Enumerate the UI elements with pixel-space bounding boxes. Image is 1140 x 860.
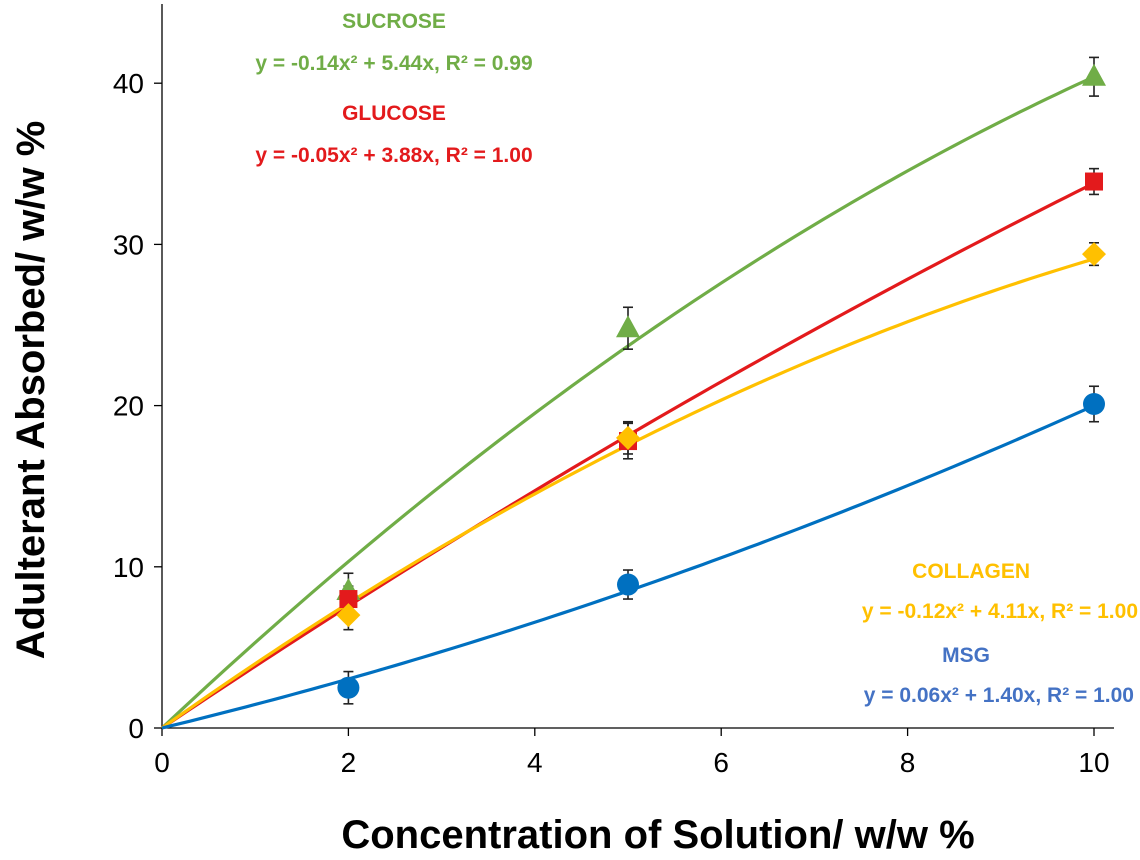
sucrose-equation: y = -0.14x² + 5.44x, R² = 0.99 (255, 52, 532, 75)
y-tick-label: 30 (113, 229, 144, 260)
msg-label: MSG (942, 644, 990, 667)
x-axis-title: Concentration of Solution/ w/w % (341, 813, 974, 857)
msg-point (337, 676, 360, 699)
y-tick-label: 10 (113, 552, 144, 583)
x-tick-label: 4 (527, 747, 543, 778)
sucrose-label: SUCROSE (342, 10, 446, 33)
collagen-equation: y = -0.12x² + 4.11x, R² = 1.00 (862, 600, 1138, 623)
y-tick-label: 20 (113, 391, 144, 422)
msg-point (617, 573, 639, 596)
fit-curves (160, 75, 1095, 730)
msg-equation: y = 0.06x² + 1.40x, R² = 1.00 (864, 684, 1134, 707)
x-tick-label: 2 (341, 747, 357, 778)
x-tick-label: 0 (154, 747, 170, 778)
data-points (336, 63, 1106, 699)
sucrose-fit-curve (160, 75, 1095, 730)
y-tick-label: 40 (113, 68, 144, 99)
collagen-point (616, 425, 640, 450)
x-tick-label: 10 (1078, 747, 1109, 778)
collagen-label: COLLAGEN (912, 560, 1030, 583)
series-annotations: SUCROSE y = -0.14x² + 5.44x, R² = 0.99 GLU… (255, 10, 1138, 707)
sucrose-point (616, 315, 640, 338)
msg-point (1083, 392, 1105, 415)
glucose-point (1085, 172, 1103, 191)
collagen-point (1082, 242, 1106, 267)
glucose-equation: y = -0.05x² + 3.88x, R² = 1.00 (255, 144, 532, 167)
y-axis-title: Adulterant Absorbed/ w/w % (9, 121, 53, 660)
x-tick-label: 8 (900, 747, 916, 778)
sucrose-point (1082, 63, 1106, 86)
collagen-point (336, 603, 361, 628)
glucose-label: GLUCOSE (342, 102, 446, 125)
axes: 0 2 4 6 8 10 0 10 20 30 40 (113, 4, 1114, 778)
y-tick-label: 0 (128, 713, 144, 744)
glucose-point (339, 590, 358, 609)
x-tick-label: 6 (713, 747, 729, 778)
